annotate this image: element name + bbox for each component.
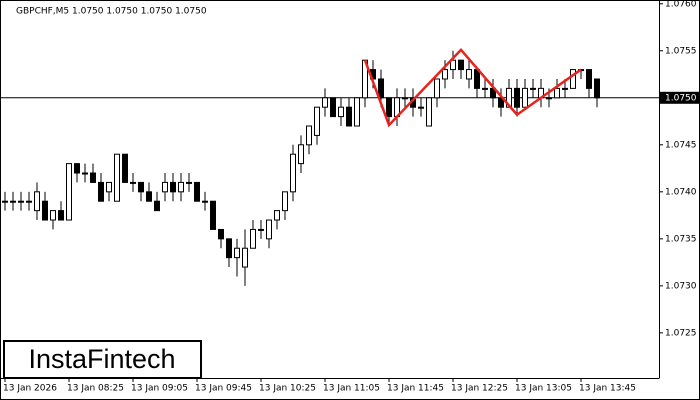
candle-body [346, 106, 352, 127]
x-tick-label: 13 Jan 09:45 [195, 384, 252, 394]
candle-body [594, 78, 600, 99]
candle-body [474, 69, 480, 89]
candle-body [170, 181, 176, 193]
x-tick-label: 13 Jan 10:25 [259, 384, 316, 394]
candle-body [186, 181, 192, 184]
candle-body [250, 228, 256, 249]
candle-body [210, 200, 216, 230]
candle-body [298, 144, 304, 165]
candle-body [202, 200, 208, 203]
candle-body [386, 97, 392, 118]
candle-body [50, 210, 56, 221]
candle-body [234, 247, 240, 259]
candle-body [522, 87, 528, 108]
candle-body [434, 78, 440, 99]
candle-body [26, 200, 32, 203]
candle-body [122, 153, 128, 183]
price-label-box [660, 91, 700, 104]
candle-body [402, 97, 408, 100]
x-tick-label: 13 Jan 11:05 [323, 384, 380, 394]
x-tick-label: 13 Jan 09:05 [131, 384, 188, 394]
candle-body [162, 181, 168, 193]
x-tick-label: 13 Jan 13:05 [515, 384, 572, 394]
candle-body [106, 181, 112, 193]
candle-body [554, 87, 560, 99]
candle-body [450, 59, 456, 71]
y-tick-label: 1.0760 [665, 0, 697, 9]
x-tick-label: 13 Jan 08:25 [67, 384, 124, 394]
y-tick-label: 1.0735 [665, 234, 697, 244]
y-tick-label: 1.0740 [665, 187, 697, 197]
logo-box [3, 340, 202, 379]
candle-body [482, 87, 488, 90]
candle-body [546, 97, 552, 100]
candle-body [282, 191, 288, 212]
candle-body [586, 69, 592, 89]
x-tick-label: 13 Jan 12:25 [451, 384, 508, 394]
candle-body [226, 238, 232, 259]
candle-body [442, 69, 448, 80]
candle-body [514, 87, 520, 108]
candle-body [258, 228, 264, 231]
y-tick-label: 1.0745 [665, 140, 697, 150]
x-tick-label: 13 Jan 11:45 [387, 384, 444, 394]
candle-body [218, 228, 224, 240]
candle-body [330, 97, 336, 118]
candle-body [98, 181, 104, 202]
y-tick-label: 1.0725 [665, 328, 697, 338]
candle-body [378, 78, 384, 99]
candle-body [322, 97, 328, 108]
x-tick-label: 13 Jan 13:45 [579, 384, 636, 394]
candle-body [354, 97, 360, 127]
candle-body [146, 191, 152, 202]
candle-body [138, 181, 144, 193]
x-tick-label: 13 Jan 2026 [3, 384, 57, 394]
pattern-line [363, 47, 582, 128]
candle-body [426, 97, 432, 127]
candle-body [530, 87, 536, 90]
candle-body [194, 181, 200, 202]
candle-body [314, 106, 320, 136]
candle-body [82, 172, 88, 175]
candle-body [18, 200, 24, 203]
candle-body [458, 59, 464, 71]
candle-body [114, 153, 120, 202]
candle-body [34, 191, 40, 212]
candle-body [242, 247, 248, 268]
candle-body [466, 69, 472, 80]
chart-title: GBPCHF,M5 1.0750 1.0750 1.0750 1.0750 [16, 7, 207, 17]
candle-body [10, 200, 16, 203]
price-label: 1.0750 [665, 93, 697, 103]
candle-body [274, 210, 280, 221]
candle-body [570, 69, 576, 89]
candle-body [154, 200, 160, 212]
candle-body [178, 181, 184, 193]
candle-body [58, 210, 64, 221]
candle-body [130, 181, 136, 184]
candle-body [306, 125, 312, 146]
candle-body [290, 153, 296, 193]
candle-body [74, 163, 80, 174]
y-tick-label: 1.0755 [665, 46, 697, 56]
logo: InstaFintech [28, 344, 175, 374]
candle-body [562, 87, 568, 90]
candle-body [66, 163, 72, 221]
candle-body [266, 219, 272, 240]
candle-body [42, 200, 48, 221]
candle-body [418, 106, 424, 109]
candle-body [2, 200, 8, 203]
y-tick-label: 1.0730 [665, 281, 697, 291]
candle-body [338, 106, 344, 118]
candle-body [90, 172, 96, 183]
